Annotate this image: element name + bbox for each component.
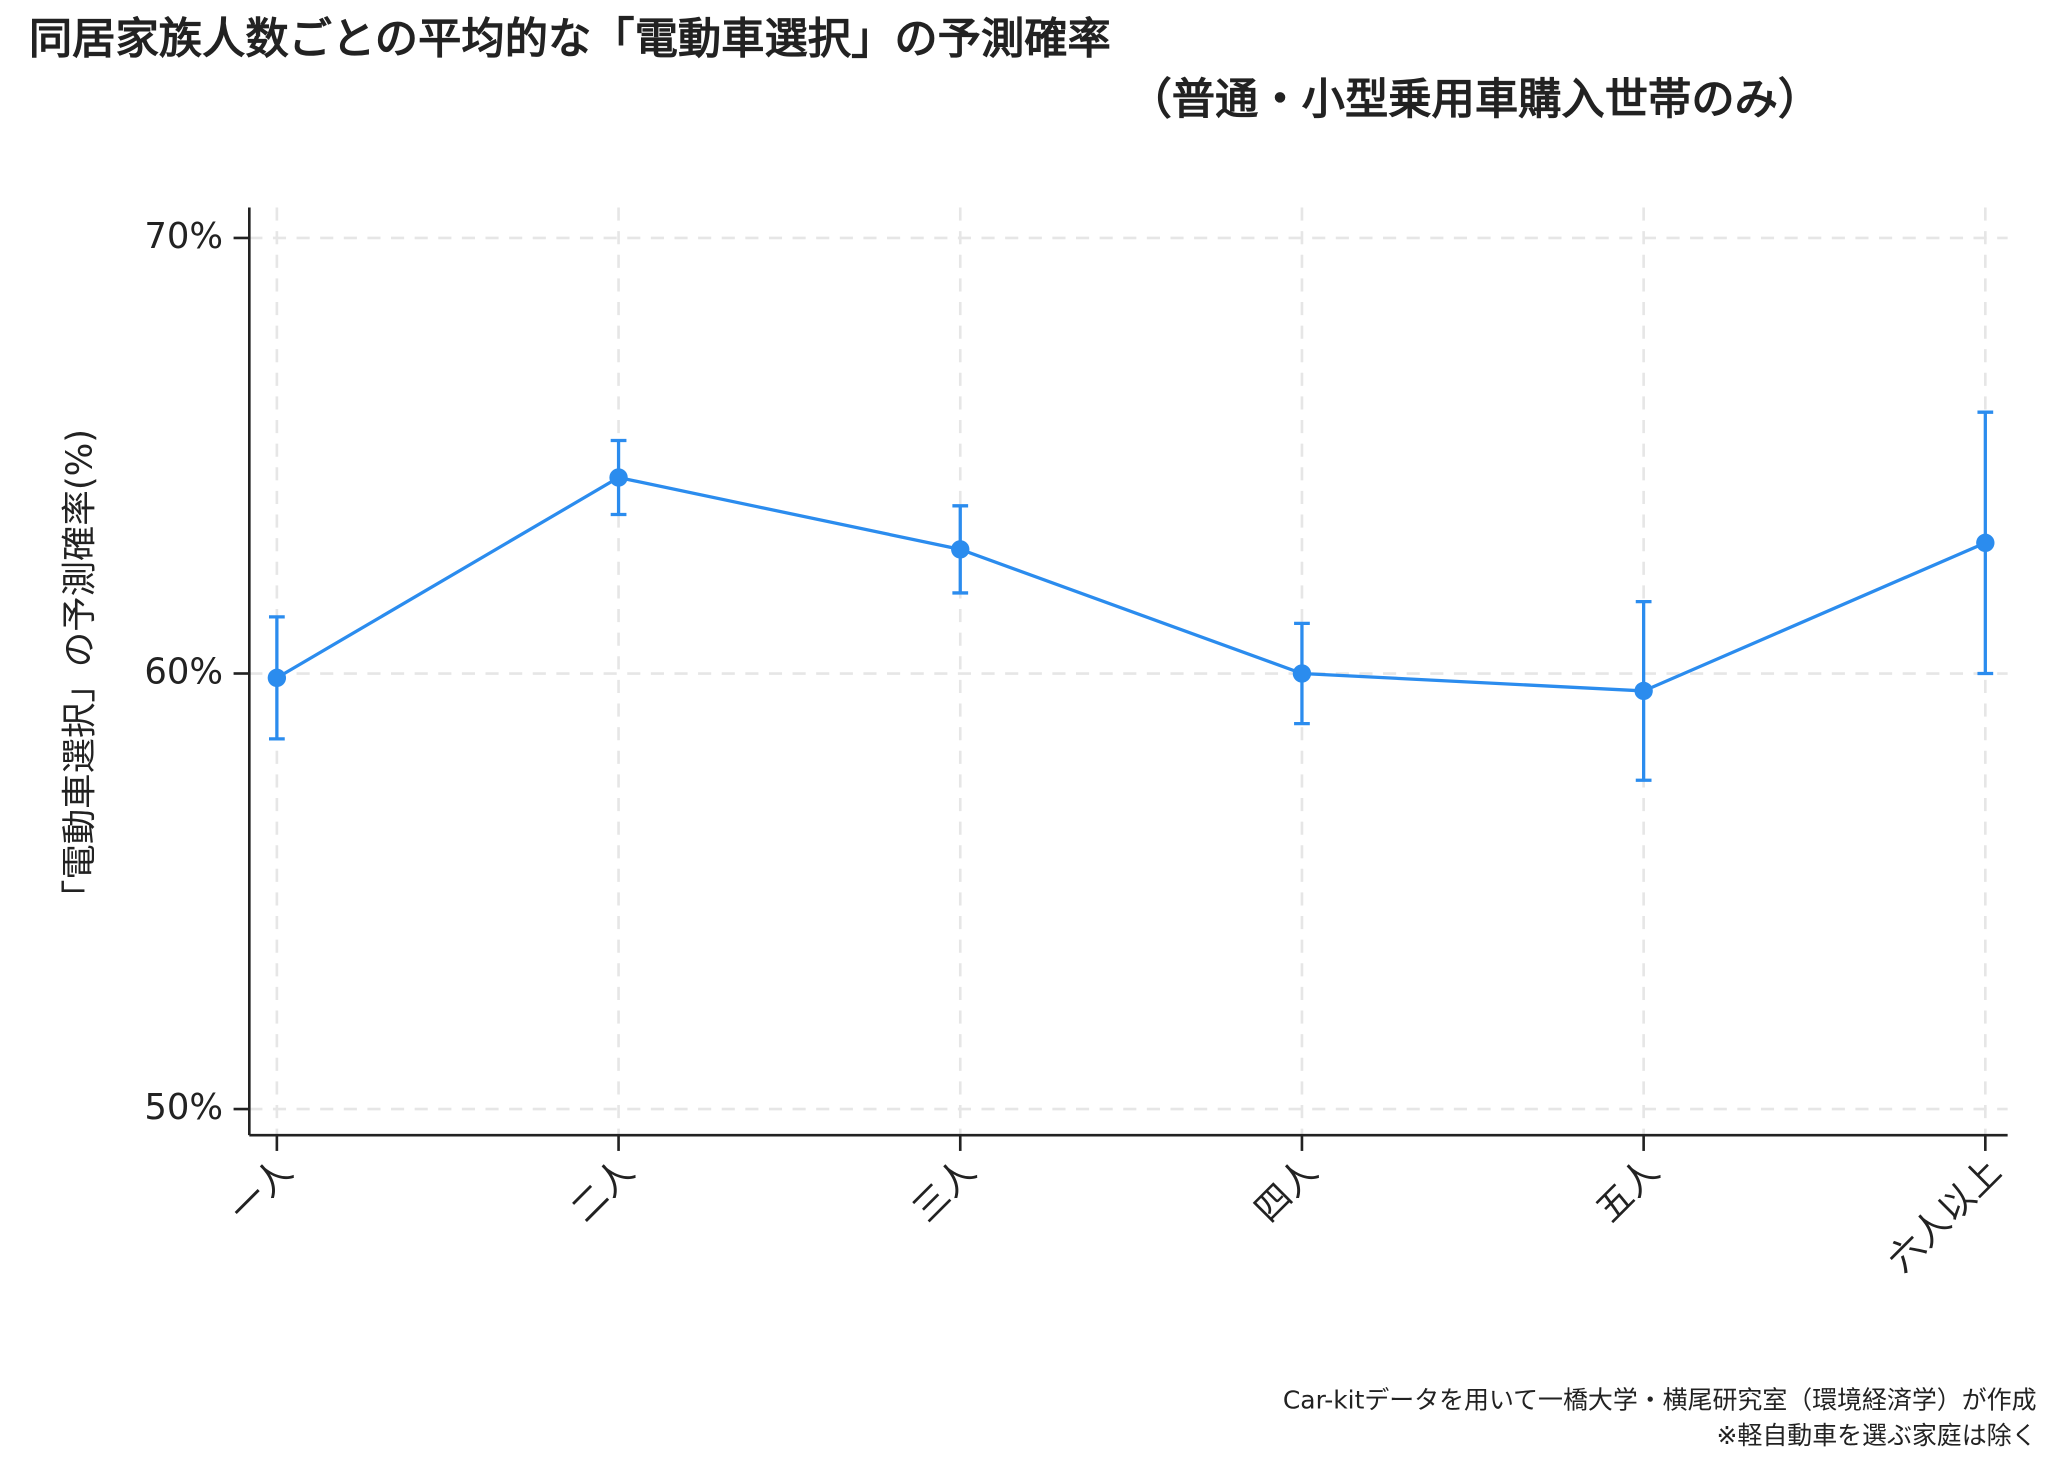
x-tick-label: 五人 [1588, 1151, 1667, 1230]
point [1634, 681, 1653, 701]
x-tick-label: 二人 [563, 1151, 642, 1230]
point [951, 540, 970, 559]
chart-subtitle: （普通・小型乗用車購入世帯のみ） [1128, 75, 1821, 125]
y-tick-label: 60% [144, 652, 223, 693]
x-tick-label: 四人 [1247, 1151, 1326, 1230]
point [1976, 533, 1995, 553]
point [609, 468, 628, 487]
x-tick-label: 三人 [905, 1151, 984, 1230]
x-tick-label: 六人以上 [1880, 1151, 2009, 1280]
y-tick-label: 50% [144, 1087, 223, 1128]
point [1292, 664, 1312, 683]
point [267, 668, 287, 688]
note: Car-kitデータを用いて一橋大学・横尾研究室（環境経済学）が作成 [1283, 1386, 2037, 1415]
chart-title: 同居家族人数ごとの平均的な「電動車選択」の予測確率 [29, 15, 1111, 65]
y-axis-label: 「電動車選択」の予測確率(%) [59, 429, 100, 915]
line [276, 475, 1986, 693]
note: ※軽自動車を選ぶ家庭は除く [1717, 1421, 2037, 1450]
x-tick-label: 一人 [222, 1151, 301, 1230]
y-tick-label: 70% [144, 216, 223, 257]
